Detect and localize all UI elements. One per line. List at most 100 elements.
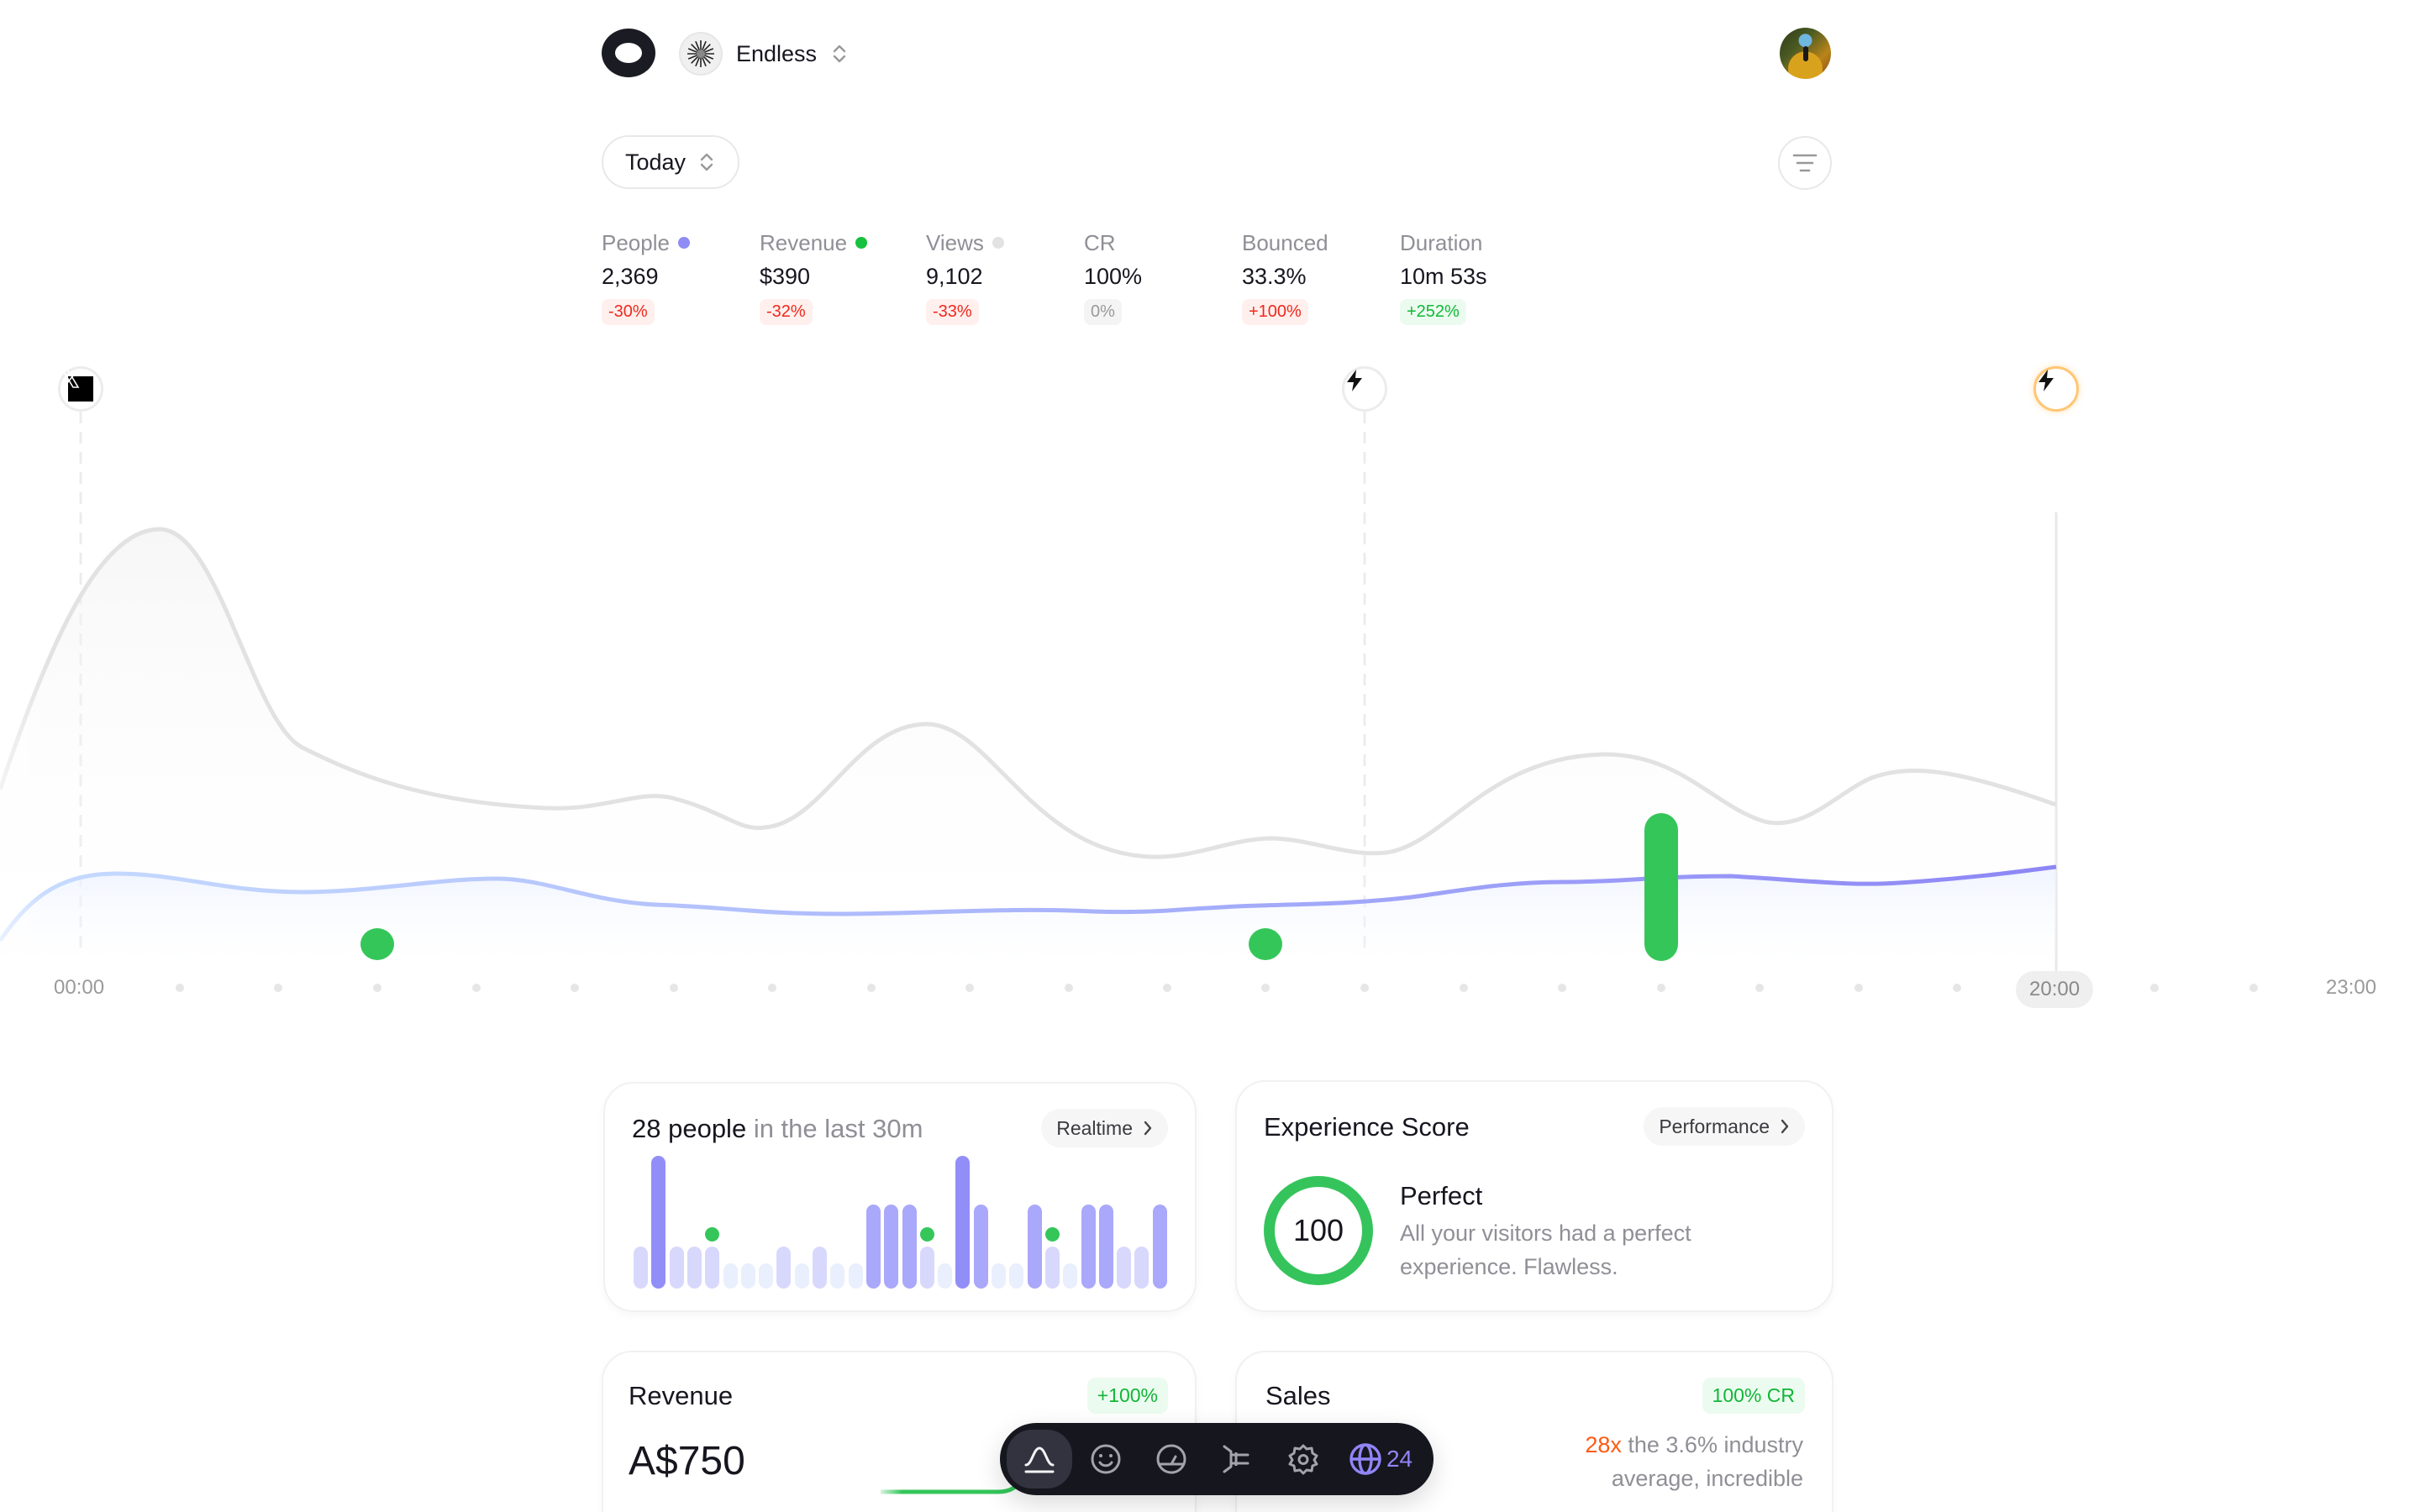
annotation-x-post[interactable] [58,366,103,412]
dock-funnels[interactable] [1204,1430,1270,1488]
date-range-select[interactable]: Today [602,135,739,189]
realtime-bar[interactable] [794,1263,809,1289]
dock-analytics[interactable] [1007,1430,1073,1488]
realtime-bar[interactable] [938,1263,953,1289]
x-axis-tick[interactable] [1854,984,1863,992]
realtime-bar[interactable] [723,1263,738,1289]
realtime-bar[interactable] [884,1205,899,1289]
realtime-bar[interactable] [669,1247,684,1289]
x-axis-tick[interactable] [768,984,776,992]
x-axis-tick[interactable] [571,984,579,992]
realtime-bar[interactable] [902,1205,917,1289]
stat-label: CR [1084,229,1116,255]
score-ring: 100 [1264,1176,1373,1285]
stat-revenue[interactable]: Revenue $390 -32% [760,228,926,325]
realtime-bar[interactable] [865,1205,881,1289]
realtime-bar[interactable] [830,1263,845,1289]
realtime-bar[interactable] [1044,1247,1060,1289]
realtime-bar[interactable] [813,1247,827,1289]
bolt-icon [1347,370,1362,391]
realtime-bar[interactable] [1152,1205,1167,1289]
annotation-event-active[interactable] [2033,366,2079,412]
stat-people[interactable]: People 2,369 -30% [602,228,760,325]
realtime-bar[interactable] [1081,1205,1096,1289]
realtime-bar[interactable] [973,1205,988,1289]
x-axis-tick[interactable] [2249,984,2258,992]
dock-settings[interactable] [1270,1430,1336,1488]
sale-dot [1044,1227,1060,1242]
x-axis-tick[interactable] [1065,984,1073,992]
x-axis-tick[interactable] [373,984,381,992]
x-axis-tick[interactable] [274,984,282,992]
revenue-marker [1249,928,1282,960]
sale-dot [705,1227,720,1242]
stat-label: People [602,229,670,255]
stat-views[interactable]: Views 9,102 -33% [926,228,1084,325]
realtime-bar[interactable] [919,1247,934,1289]
realtime-bar-chart[interactable] [634,1137,1171,1289]
realtime-bar[interactable] [776,1247,792,1289]
realtime-button[interactable]: Realtime [1041,1109,1168,1147]
realtime-card: 28 people in the last 30m Realtime [603,1082,1197,1312]
x-axis-tick[interactable] [1360,984,1369,992]
stat-delta: -32% [760,299,813,325]
sales-comparison: 28x the 3.6% industry average, incredibl… [1534,1428,1803,1495]
app-logo[interactable] [602,29,655,77]
dock-performance[interactable] [1139,1430,1204,1488]
x-axis-tick[interactable] [1657,984,1665,992]
x-axis-tick[interactable] [670,984,678,992]
stat-label: Bounced [1242,229,1328,255]
realtime-bar[interactable] [687,1247,702,1289]
stat-delta: -33% [926,299,979,325]
realtime-bar[interactable] [992,1263,1006,1289]
stat-label: Views [926,229,984,255]
dock-feedback[interactable] [1072,1430,1138,1488]
main-chart[interactable]: 00:00 20:00 23:00 [0,361,2420,1016]
x-axis-now-label[interactable]: 20:00 [2016,971,2094,1008]
sales-multiplier: 28x [1585,1432,1622,1457]
x-axis-tick[interactable] [1460,984,1468,992]
realtime-bar[interactable] [1117,1247,1132,1289]
stat-bounced[interactable]: Bounced 33.3% +100% [1242,228,1400,325]
x-axis-tick[interactable] [1755,984,1764,992]
series-dot-icon [677,237,690,249]
x-axis-tick[interactable] [1558,984,1566,992]
experience-score-card: Experience Score Performance 100 Perfect… [1235,1080,1833,1312]
stat-duration[interactable]: Duration 10m 53s +252% [1400,228,1558,325]
experience-title: Experience Score [1264,1112,1470,1142]
x-axis-tick[interactable] [867,984,876,992]
site-switcher[interactable]: Endless [679,32,849,76]
gear-icon [1288,1444,1318,1475]
realtime-bar[interactable] [1134,1247,1150,1289]
realtime-bar[interactable] [1063,1263,1078,1289]
x-axis-tick[interactable] [472,984,481,992]
score-description: All your visitors had a perfect experien… [1400,1221,1691,1279]
filter-button[interactable] [1778,136,1832,190]
x-axis-tick[interactable] [2150,984,2159,992]
stat-cr[interactable]: CR 100% 0% [1084,228,1242,325]
stat-value: 100% [1084,264,1143,289]
x-axis-tick[interactable] [176,984,184,992]
dock-sites[interactable]: 24 [1336,1430,1427,1488]
realtime-bar[interactable] [651,1156,666,1289]
x-axis-tick[interactable] [1163,984,1171,992]
realtime-button-label: Realtime [1056,1116,1133,1139]
x-axis-tick[interactable] [1261,984,1270,992]
realtime-bar[interactable] [705,1247,720,1289]
realtime-suffix: in the last 30m [753,1114,923,1143]
realtime-bar[interactable] [1098,1205,1113,1289]
realtime-bar[interactable] [759,1263,774,1289]
realtime-bar[interactable] [634,1247,648,1289]
user-avatar[interactable] [1780,28,1831,79]
globe-icon [1349,1443,1381,1475]
x-axis-tick[interactable] [1953,984,1961,992]
realtime-bar[interactable] [848,1263,863,1289]
realtime-bar[interactable] [1027,1205,1042,1289]
gauge-icon [1156,1444,1186,1474]
annotation-event[interactable] [1342,366,1387,412]
realtime-bar[interactable] [1009,1263,1024,1289]
realtime-bar[interactable] [740,1263,755,1289]
x-axis-tick[interactable] [965,984,974,992]
realtime-bar[interactable] [955,1156,971,1289]
performance-button[interactable]: Performance [1644,1107,1805,1146]
